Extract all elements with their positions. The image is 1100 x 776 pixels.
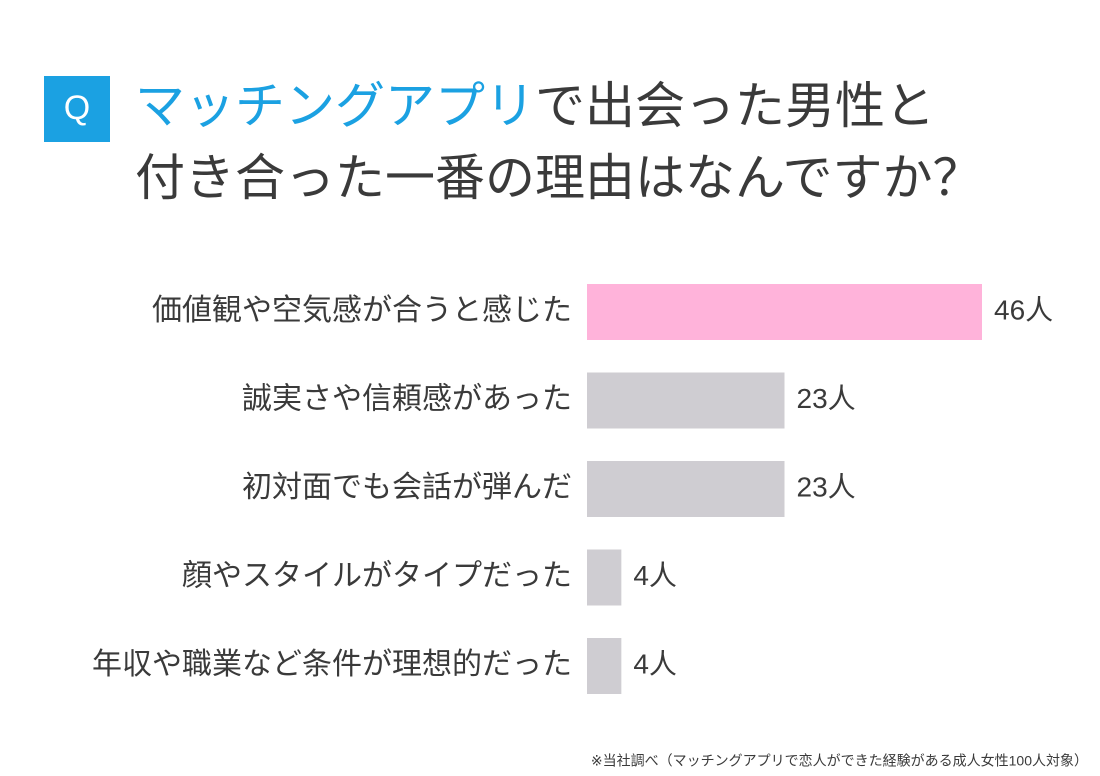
value-label: 23人 bbox=[797, 471, 856, 502]
title-part: 付き合った一番の理由はなんですか？ bbox=[135, 150, 983, 206]
bar bbox=[587, 372, 785, 429]
value-label: 46人 bbox=[994, 294, 1053, 325]
value-label: 4人 bbox=[633, 648, 677, 679]
value-label: 4人 bbox=[633, 560, 677, 591]
chart-title: マッチングアプリで出会った男性と bbox=[135, 78, 935, 134]
category-label: 初対面でも会話が弾んだ bbox=[242, 471, 572, 504]
bar bbox=[587, 461, 785, 517]
bar bbox=[587, 284, 982, 340]
category-label: 価値観や空気感が合うと感じた bbox=[152, 294, 572, 327]
bar bbox=[587, 638, 622, 694]
footnote: ※当社調べ（マッチングアプリで恋人ができた経験がある成人女性100人対象） bbox=[591, 753, 1088, 769]
value-label: 23人 bbox=[797, 383, 856, 414]
bar bbox=[587, 549, 622, 606]
badge: Q bbox=[64, 89, 90, 127]
chart-title: 付き合った一番の理由はなんですか？ bbox=[135, 150, 983, 206]
category-label: 誠実さや信頼感があった bbox=[242, 382, 572, 415]
title-part: で出会った男性と bbox=[535, 78, 935, 134]
badge-box bbox=[44, 76, 110, 142]
title-part: マッチングアプリ bbox=[135, 78, 535, 134]
category-label: 顔やスタイルがタイプだった bbox=[182, 559, 572, 592]
category-label: 年収や職業など条件が理想的だった bbox=[92, 648, 572, 681]
